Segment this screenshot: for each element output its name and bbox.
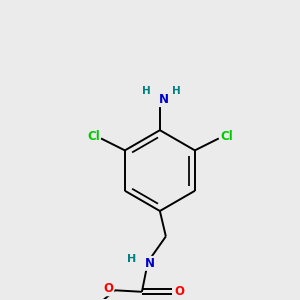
Text: O: O xyxy=(174,285,184,298)
Text: O: O xyxy=(103,282,113,295)
Text: H: H xyxy=(142,86,151,96)
Text: Cl: Cl xyxy=(87,130,100,143)
Text: H: H xyxy=(172,86,181,96)
Text: N: N xyxy=(158,93,169,106)
Text: N: N xyxy=(144,257,154,270)
Text: Cl: Cl xyxy=(220,130,233,143)
Text: H: H xyxy=(127,254,136,264)
